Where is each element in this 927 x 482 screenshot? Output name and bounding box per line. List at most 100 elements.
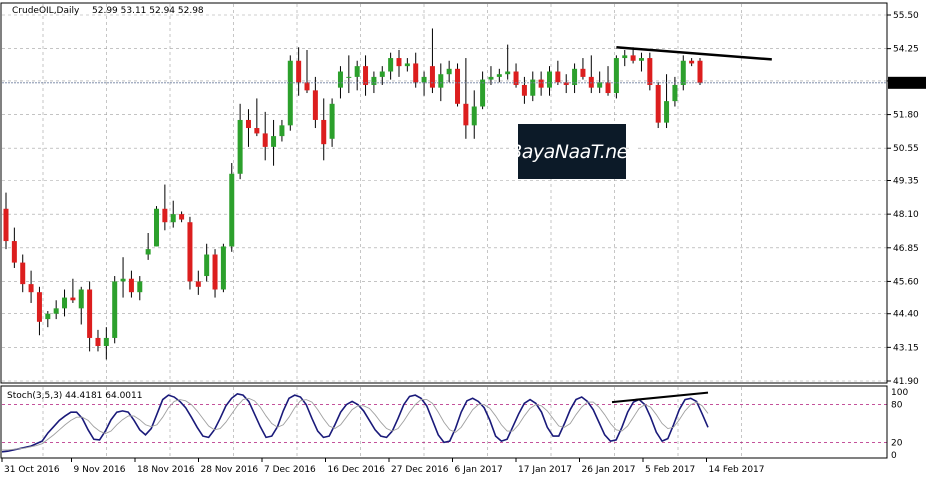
candle-body [154, 208, 160, 247]
candle-body [689, 60, 695, 64]
time-tick-label: 7 Dec 2016 [264, 465, 316, 475]
candle-body [379, 71, 385, 77]
price-tick-label: 48.10 [893, 210, 919, 220]
candle-body [538, 79, 544, 88]
time-tick-label: 31 Oct 2016 [4, 465, 60, 475]
candle-body [212, 254, 218, 290]
candle-body [304, 82, 310, 91]
stoch-trendline [611, 391, 709, 404]
candle-body [413, 63, 419, 83]
price-tick-label: 41.90 [893, 377, 919, 387]
candle-body [463, 103, 469, 126]
candle-body [78, 289, 84, 309]
candle-body [655, 84, 661, 123]
time-tick-label: 14 Feb 2017 [709, 465, 765, 475]
candle-body [162, 208, 168, 223]
price-tick-label: 54.25 [893, 45, 919, 55]
price-tick-label: 45.60 [893, 277, 919, 287]
price-tick-label: 50.55 [893, 144, 919, 154]
candle-body [363, 66, 369, 85]
candle-body [572, 68, 578, 85]
candle-body [680, 60, 686, 85]
candle-body [354, 66, 360, 77]
time-tick-label: 27 Dec 2016 [391, 465, 449, 475]
candle-body [53, 308, 59, 314]
candle-body [605, 82, 611, 94]
stoch-panel-frame [0, 385, 888, 459]
candle-body [530, 79, 536, 96]
time-tick-label: 28 Nov 2016 [201, 465, 259, 475]
stoch-lines [1, 391, 709, 453]
candle-body [321, 119, 327, 145]
price-tick-label: 49.35 [893, 177, 919, 187]
candle-body [220, 246, 226, 290]
watermark-text: BayaNaaT.net [509, 140, 635, 163]
candle-body [513, 71, 519, 85]
candle-body [396, 58, 402, 67]
price-tick-label: 46.85 [893, 244, 919, 254]
candle-body [195, 281, 201, 287]
candle-body [546, 71, 552, 88]
stoch-tick-label: 0 [891, 451, 897, 461]
time-tick-label: 6 Jan 2017 [455, 465, 503, 475]
candle-body [346, 76, 352, 78]
candle-body [254, 128, 260, 134]
candle-body [613, 58, 619, 94]
candles [2, 28, 887, 360]
candle-body [237, 119, 243, 174]
candle-body [187, 222, 193, 282]
candle-body [229, 173, 235, 247]
candle-body [496, 74, 502, 77]
candle-body [112, 281, 118, 338]
candle-body [597, 82, 603, 88]
candle-body [388, 58, 394, 72]
price-grid [2, 4, 887, 382]
stoch-tick-label: 100 [891, 388, 908, 398]
candle-body [505, 71, 511, 75]
time-tick-label: 17 Jan 2017 [518, 465, 572, 475]
candle-body [580, 68, 586, 77]
candle-body [145, 249, 151, 255]
candle-body [11, 241, 17, 263]
candle-body [421, 76, 427, 83]
time-tick-label: 18 Nov 2016 [137, 465, 195, 475]
candle-body [446, 68, 452, 75]
candle-body [647, 58, 653, 85]
candle-body [287, 60, 293, 126]
candle-body [120, 278, 126, 282]
resistance-trendline [616, 46, 772, 61]
candle-body [555, 71, 561, 83]
candle-body [179, 214, 185, 220]
time-tick-label: 26 Jan 2017 [582, 465, 636, 475]
candle-body [62, 297, 68, 309]
time-tick-label: 16 Dec 2016 [328, 465, 386, 475]
candle-body [622, 55, 628, 59]
candle-body [488, 76, 494, 80]
candle-body [279, 125, 285, 137]
price-panel-frame [0, 2, 888, 384]
price-tick-label: 55.50 [893, 11, 919, 21]
candle-body [70, 297, 76, 301]
candle-body [137, 281, 143, 293]
candle-body [438, 74, 444, 88]
candle-body [471, 106, 477, 126]
price-label-box [888, 76, 926, 89]
candle-body [271, 136, 277, 147]
candle-body [245, 119, 251, 129]
candle-body [87, 289, 93, 338]
candle-body [262, 133, 268, 147]
candle-body [95, 337, 101, 347]
stoch-label: Stoch(3,5,3) 44.4181 64.0011 [7, 391, 142, 401]
price-tick-label: 44.40 [893, 310, 919, 320]
candle-body [697, 60, 703, 83]
candle-body [638, 58, 644, 61]
candle-body [672, 84, 678, 102]
candle-body [329, 103, 335, 139]
stoch-tick-label: 80 [891, 401, 903, 411]
candle-body [103, 337, 109, 347]
watermark-logo: BayaNaaT.net [509, 124, 635, 179]
candle-body [429, 66, 435, 88]
candle-body [664, 101, 670, 123]
